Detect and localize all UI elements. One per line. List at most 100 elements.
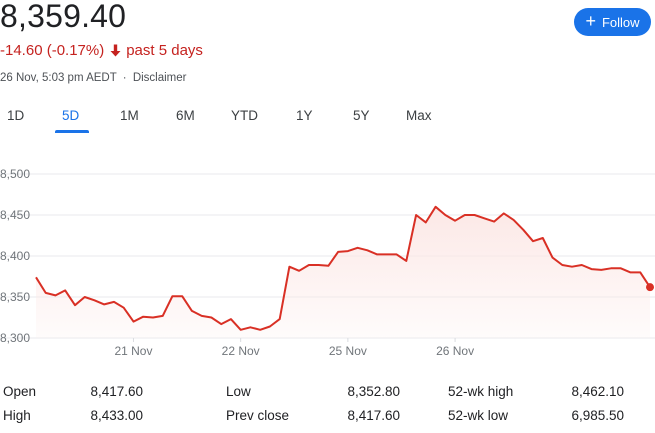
data-point	[54, 294, 56, 296]
stat-value-52-wk-high: 8,462.10	[571, 384, 624, 399]
price-chart[interactable]: 8,500 8,450 8,400 8,350 8,300 21 Nov 22 Nov 25 …	[0, 150, 655, 362]
x-tick-label: 26 Nov	[436, 344, 474, 358]
data-point	[464, 214, 466, 216]
data-point	[240, 329, 242, 331]
data-point	[444, 214, 446, 216]
data-point	[474, 214, 476, 216]
data-point	[435, 206, 437, 208]
meta-separator: ·	[122, 72, 127, 84]
follow-button[interactable]: + Follow	[574, 8, 651, 36]
data-point	[298, 270, 300, 272]
data-point	[288, 266, 290, 268]
arrow-down-icon	[110, 44, 121, 57]
follow-label: Follow	[601, 14, 640, 30]
data-point	[405, 260, 407, 262]
data-point	[113, 301, 115, 303]
data-point	[571, 266, 573, 268]
data-point	[386, 253, 388, 255]
data-point	[532, 240, 534, 242]
price-change-period: past 5 days	[126, 42, 203, 59]
price-change-row: -14.60 (-0.17%) past 5 days	[0, 42, 203, 59]
y-tick-label: 8,500	[0, 167, 30, 181]
tab-1m[interactable]: 1M	[120, 108, 139, 123]
data-point	[620, 267, 622, 269]
stat-label-prev-close: Prev close	[226, 408, 290, 423]
data-point	[318, 264, 320, 266]
data-point	[259, 329, 261, 331]
y-tick-label: 8,350	[0, 290, 30, 304]
data-point	[93, 299, 95, 301]
stat-value-open: 8,417.60	[90, 384, 143, 399]
data-point	[181, 295, 183, 297]
stat-label-52-wk-low: 52-wk low	[448, 408, 509, 423]
data-point	[279, 318, 281, 320]
price-change: -14.60 (-0.17%)	[0, 42, 105, 59]
tab-5y[interactable]: 5Y	[353, 108, 370, 123]
data-point	[396, 253, 398, 255]
data-point	[249, 326, 251, 328]
data-point	[64, 289, 66, 291]
data-point	[152, 317, 154, 319]
data-point	[376, 253, 378, 255]
data-point	[327, 265, 329, 267]
x-tick-label: 21 Nov	[114, 344, 152, 358]
data-point	[503, 212, 505, 214]
stat-label-high: High	[3, 408, 31, 423]
data-point	[600, 269, 602, 271]
active-tab-indicator	[55, 130, 89, 133]
data-point	[522, 229, 524, 231]
data-point	[610, 267, 612, 269]
current-price: 8,359.40	[0, 0, 127, 34]
data-point	[142, 316, 144, 318]
y-tick-label: 8,400	[0, 249, 30, 263]
data-point	[191, 310, 193, 312]
data-point	[366, 249, 368, 251]
tab-1d[interactable]: 1D	[7, 108, 25, 123]
data-point	[630, 271, 632, 273]
y-tick-label: 8,300	[0, 331, 30, 345]
x-tick-label: 22 Nov	[222, 344, 260, 358]
data-point	[210, 317, 212, 319]
stat-value-low: 8,352.80	[347, 384, 400, 399]
tab-6m[interactable]: 6M	[176, 108, 195, 123]
data-point	[103, 303, 105, 305]
data-point	[45, 292, 47, 294]
data-point	[483, 217, 485, 219]
stat-label-52-wk-high: 52-wk high	[448, 384, 514, 399]
tab-5d[interactable]: 5D	[62, 108, 80, 123]
series-area	[36, 206, 650, 338]
tab-ytd[interactable]: YTD	[231, 108, 258, 123]
x-tick-label: 25 Nov	[329, 344, 367, 358]
quote-meta: 26 Nov, 5:03 pm AEDT · Disclaimer	[0, 72, 186, 84]
data-point	[591, 268, 593, 270]
plus-icon: +	[585, 11, 596, 31]
data-point	[542, 237, 544, 239]
data-point	[308, 264, 310, 266]
stat-value-high: 8,433.00	[90, 408, 143, 423]
data-point	[581, 264, 583, 266]
series-line	[35, 205, 651, 331]
data-point	[84, 296, 86, 298]
data-point	[201, 315, 203, 317]
data-point	[74, 304, 76, 306]
data-point	[230, 318, 232, 320]
tab-1y[interactable]: 1Y	[296, 108, 313, 123]
data-point	[552, 257, 554, 259]
y-tick-label: 8,450	[0, 208, 30, 222]
data-point	[123, 307, 125, 309]
data-point	[425, 221, 427, 223]
stats-table: Open 8,417.60 High 8,433.00 Low 8,352.80 Prev …	[0, 376, 655, 426]
data-point	[454, 220, 456, 222]
last-price-dot	[646, 283, 654, 292]
data-point	[357, 247, 359, 249]
data-point	[220, 323, 222, 325]
data-point	[35, 276, 37, 278]
data-point	[337, 251, 339, 253]
data-point	[269, 326, 271, 328]
tab-max[interactable]: Max	[406, 108, 432, 123]
data-point	[513, 219, 515, 221]
data-point	[171, 295, 173, 297]
disclaimer-link[interactable]: Disclaimer	[132, 72, 187, 84]
data-point	[347, 250, 349, 252]
time-range-tabs: 1D 5D 1M 6M YTD 1Y 5Y Max	[0, 108, 460, 134]
